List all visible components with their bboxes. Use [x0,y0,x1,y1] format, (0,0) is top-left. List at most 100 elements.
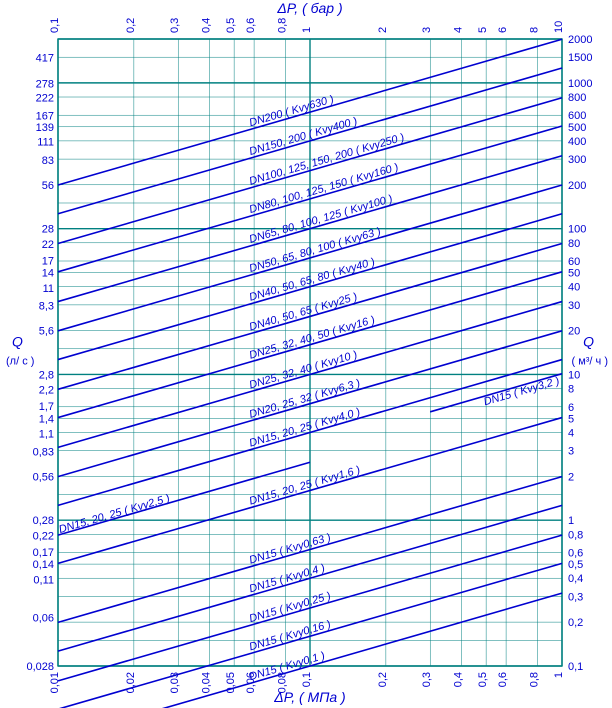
ytick-right: 5 [568,413,574,425]
xtick-bottom: 0,2 [377,672,389,687]
ytick-right: 100 [568,224,586,236]
xtick-bottom: 1 [553,672,565,678]
xtick-top: 0,1 [49,18,61,33]
y-left-label-2: (л/ с ) [6,356,34,368]
xtick-bottom: 0,03 [169,672,181,693]
y-left-label-1: Q [12,334,23,350]
ytick-right: 400 [568,136,586,148]
ytick-left: 1,4 [39,413,54,425]
ytick-right: 40 [568,282,580,294]
kvy-label: DN200 ( Kvy630 ) [248,93,336,129]
ytick-left: 222 [36,93,54,105]
ytick-left: 11 [43,283,54,295]
kvy-label: DN15 ( Kvy0,63 ) [248,532,333,567]
x-bottom-label: ΔP, ( МПа ) [273,689,345,705]
ytick-left: 139 [36,122,54,134]
ytick-left: 28 [42,224,54,236]
xtick-bottom: 0,01 [49,672,61,693]
xtick-top: 1 [301,27,313,33]
ytick-right: 20 [568,326,580,338]
ytick-left: 17 [42,255,54,267]
ytick-right: 10 [568,369,580,381]
ytick-left: 14 [42,268,54,280]
xtick-bottom: 0,04 [201,672,213,693]
ytick-left: 83 [42,155,54,167]
ytick-left: 0,56 [33,471,54,483]
ytick-right: 6 [568,402,574,414]
ytick-right: 80 [568,238,580,250]
xtick-top: 5 [477,27,489,33]
y-right-label-1: Q [583,334,594,350]
xtick-top: 2 [377,27,389,33]
ytick-right: 0,8 [568,529,583,541]
kvy-label: DN15, 20, 25 ( Kvy1,6 ) [248,464,362,508]
ytick-left: 2,8 [39,369,54,381]
xtick-top: 0,3 [169,18,181,33]
xtick-bottom: 0,1 [301,672,313,687]
xtick-top: 10 [553,21,565,33]
xtick-top: 6 [497,27,509,33]
xtick-top: 0,4 [201,18,213,33]
xtick-bottom: 0,3 [421,672,433,687]
ytick-left: 22 [42,239,54,251]
ytick-right: 8 [568,384,574,396]
xtick-bottom: 0,05 [225,672,237,693]
ytick-left: 5,6 [39,326,54,338]
xtick-top: 8 [529,27,541,33]
ytick-right: 200 [568,180,586,192]
ytick-right: 0,5 [568,559,583,571]
kvy-label: DN15, 20, 25 ( Kvy2,5 ) [57,492,171,536]
ytick-left: 278 [36,78,54,90]
kvy-label: DN15 ( Kvy0,25 ) [248,590,333,625]
ytick-right: 0,6 [568,548,583,560]
ytick-right: 0,2 [568,617,583,629]
ytick-right: 600 [568,110,586,122]
ytick-right: 4 [568,427,574,439]
ytick-left: 167 [36,111,54,123]
ytick-right: 0,4 [568,573,583,585]
xtick-bottom: 0,06 [245,672,257,693]
ytick-right: 1500 [568,52,592,64]
ytick-left: 1,1 [39,429,54,441]
ytick-right: 800 [568,92,586,104]
ytick-left: 0,17 [33,547,54,559]
kvy-label: DN15 ( Kvy0,16 ) [248,618,333,653]
ytick-right: 2000 [568,34,592,46]
xtick-bottom: 0,02 [125,672,137,693]
xtick-top: 0,6 [245,18,257,33]
ytick-left: 0,11 [33,574,54,586]
ytick-left: 417 [36,53,54,65]
xtick-top: 0,8 [277,18,289,33]
kvy-nomogram: DN200 ( Kvy630 )DN150, 200 ( Kvy400 )DN1… [0,0,612,708]
ytick-left: 56 [42,180,54,192]
xtick-top: 4 [453,27,465,33]
ytick-left: 111 [37,136,54,148]
ytick-right: 2 [568,471,574,483]
ytick-left: 0,83 [33,446,54,458]
xtick-top: 0,5 [225,18,237,33]
ytick-right: 60 [568,256,580,268]
ytick-left: 0,22 [33,530,54,542]
xtick-bottom: 0,8 [529,672,541,687]
ytick-right: 50 [568,268,580,280]
x-top-label: ΔP, ( бар ) [276,0,342,16]
xtick-bottom: 0,4 [453,672,465,687]
ytick-left: 0,14 [33,559,54,571]
ytick-right: 0,3 [568,591,583,603]
xtick-top: 3 [421,27,433,33]
ytick-right: 500 [568,122,586,134]
ytick-right: 3 [568,446,574,458]
ytick-right: 30 [568,300,580,312]
xtick-top: 0,2 [125,18,137,33]
ytick-right: 1 [568,515,574,527]
ytick-left: 0,28 [33,515,54,527]
ytick-left: 1,7 [39,401,54,413]
ytick-left: 2,2 [39,385,54,397]
ytick-left: 0,028 [26,661,54,673]
xtick-bottom: 0,5 [477,672,489,687]
kvy-label: DN15 ( Kvy0,4 ) [248,562,327,595]
ytick-left: 0,06 [33,613,54,625]
y-right-label-2: ( м³/ ч ) [571,356,608,368]
ytick-left: 8,3 [39,301,54,313]
ytick-right: 300 [568,154,586,166]
